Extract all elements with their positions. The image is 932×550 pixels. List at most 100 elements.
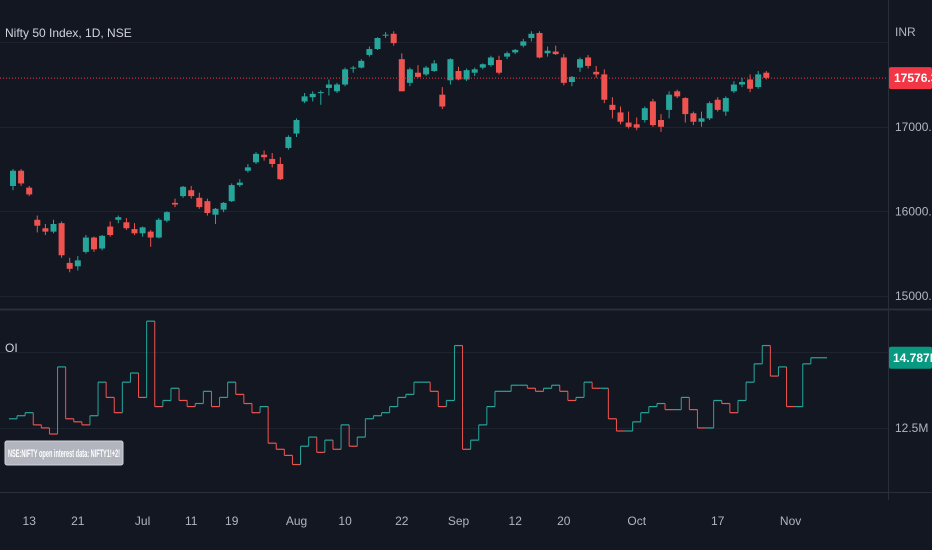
candle-body <box>714 99 721 110</box>
time-axis-label: 11 <box>185 514 198 528</box>
oi-step <box>559 385 568 392</box>
time-axis-label: Jul <box>135 514 150 528</box>
candle <box>682 97 689 123</box>
oi-step <box>445 399 455 407</box>
candle-body <box>382 34 389 36</box>
candle-body <box>172 202 178 205</box>
candle-body <box>277 163 284 180</box>
candle <box>625 111 632 129</box>
candle <box>609 97 616 119</box>
candle-body <box>115 217 122 220</box>
oi-step <box>470 439 479 450</box>
candle <box>617 106 624 125</box>
price-axis[interactable]: 17000.00 16000.00 15000.00 <box>895 120 932 303</box>
oi-step <box>32 412 42 426</box>
candle <box>601 69 608 104</box>
time-axis[interactable]: 13 21 Jul 11 19 Aug 10 22 Sep 12 20 Oct 17 Nov <box>23 514 802 528</box>
oi-step <box>437 391 447 408</box>
candle <box>544 46 551 57</box>
candle-body <box>455 71 462 80</box>
candle <box>236 179 243 187</box>
oi-step <box>615 418 625 432</box>
time-axis-label: 10 <box>338 514 352 528</box>
time-axis-label: 12 <box>509 514 523 528</box>
candle <box>706 101 713 121</box>
oi-step <box>486 405 495 425</box>
oi-step <box>57 366 66 435</box>
candle <box>504 51 511 60</box>
candle-body <box>593 71 600 75</box>
oi-step <box>259 405 269 413</box>
candle <box>277 157 284 181</box>
oi-step <box>275 443 285 450</box>
candle <box>763 71 770 80</box>
candle-body <box>585 57 592 66</box>
oi-step <box>81 421 90 426</box>
candle <box>244 163 251 173</box>
candle <box>666 91 673 119</box>
oi-step <box>729 403 738 414</box>
candle-body <box>528 33 535 39</box>
candle-body <box>730 84 737 92</box>
candle-body <box>552 51 559 55</box>
oi-step <box>308 436 317 447</box>
candle <box>34 215 41 233</box>
candle <box>382 32 389 39</box>
candle <box>755 71 762 89</box>
oi-step <box>178 388 188 402</box>
candle-body <box>617 112 624 122</box>
candle-body <box>366 49 373 55</box>
candle <box>325 79 332 96</box>
oi-step <box>551 384 560 389</box>
oi-step <box>48 427 58 435</box>
candle-body <box>698 118 705 122</box>
oi-step <box>40 424 50 429</box>
candle-body <box>471 69 478 73</box>
oi-step <box>372 415 382 419</box>
candle <box>82 234 89 254</box>
oi-tooltip: NSE:NIFTY open interest data: NIFTY1!+2! <box>4 440 124 466</box>
candle-body <box>342 69 349 85</box>
oi-step <box>761 344 771 364</box>
open-interest-series <box>8 320 828 466</box>
oi-axis[interactable]: 12.5M <box>895 421 928 435</box>
oi-axis-label: 12.5M <box>895 421 928 435</box>
oi-step <box>340 424 350 450</box>
oi-step <box>219 396 228 407</box>
candle <box>188 185 195 199</box>
candle <box>131 223 138 235</box>
oi-step <box>664 403 674 411</box>
candle-body <box>374 38 381 50</box>
candle <box>261 150 268 161</box>
oi-step <box>356 436 366 447</box>
candle <box>431 60 438 72</box>
candle <box>423 65 430 77</box>
time-axis-label: Nov <box>780 514 801 528</box>
candle-body <box>609 104 616 110</box>
oi-step <box>283 449 293 456</box>
candle <box>42 224 49 235</box>
candle-body <box>463 70 470 80</box>
oi-step <box>680 396 690 410</box>
candle-body <box>66 262 73 269</box>
oi-step <box>227 381 236 398</box>
candle <box>50 219 57 234</box>
candle-body <box>107 226 114 235</box>
candle-body <box>544 50 551 54</box>
candle <box>406 67 413 87</box>
candle-body <box>398 59 405 92</box>
candle <box>10 169 16 191</box>
oi-step <box>802 363 811 407</box>
time-axis-label: 20 <box>557 514 571 528</box>
time-axis-label: 19 <box>225 514 239 528</box>
candle <box>220 202 227 213</box>
candle-body <box>18 170 25 184</box>
candle-body <box>26 187 33 195</box>
candle <box>487 55 494 67</box>
oi-step <box>786 366 795 408</box>
oi-step <box>129 372 139 383</box>
candle-body <box>536 32 543 58</box>
oi-step <box>494 390 504 407</box>
candle <box>568 76 575 87</box>
candle-body <box>658 120 664 127</box>
